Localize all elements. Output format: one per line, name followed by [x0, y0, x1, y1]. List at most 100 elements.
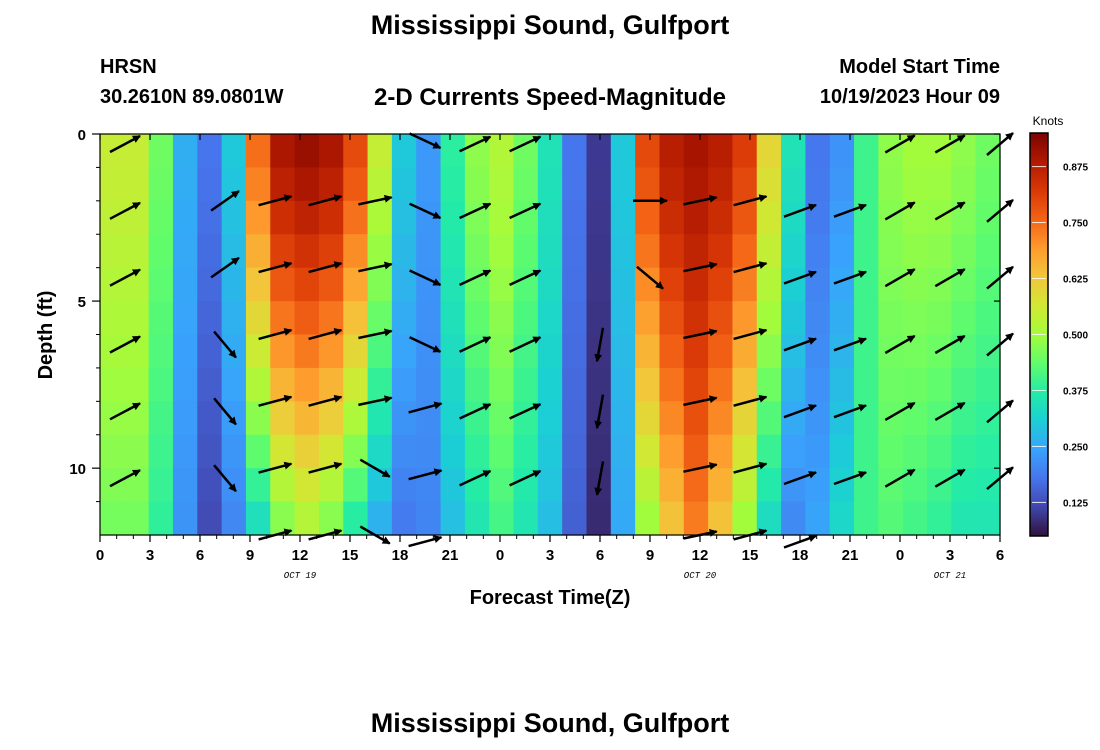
heatmap-cell: [708, 501, 734, 536]
current-vector-arrow: [833, 471, 867, 486]
heatmap-cell: [172, 134, 198, 169]
heatmap-cell: [343, 234, 369, 269]
current-vector-arrow: [733, 394, 768, 407]
heatmap-cell: [902, 367, 928, 402]
heatmap-cell: [464, 301, 490, 336]
heatmap-cell: [878, 501, 904, 536]
heatmap-cell: [683, 267, 709, 302]
heatmap-cell: [683, 234, 709, 269]
heatmap-cell: [148, 200, 174, 235]
heatmap-cell: [367, 434, 393, 469]
heatmap-cell: [732, 468, 758, 503]
y-axis: 0 5 10: [69, 127, 1000, 503]
heatmap-cell: [124, 167, 150, 202]
heatmap-cell: [148, 134, 174, 169]
heatmap-cell: [270, 367, 296, 402]
heatmap-cell: [975, 167, 1001, 202]
heatmap-cell: [221, 468, 247, 503]
heatmap-cell: [513, 301, 539, 336]
current-vector-arrow: [683, 261, 718, 273]
heatmap-cell: [294, 501, 320, 536]
heatmap-cell: [294, 334, 320, 369]
current-vector-arrow: [733, 461, 768, 474]
heatmap-cell: [537, 367, 563, 402]
current-vector-arrow: [408, 468, 443, 481]
current-vector-arrow: [509, 403, 542, 420]
heatmap-cell: [635, 234, 661, 269]
heatmap-cell: [245, 468, 271, 503]
heatmap-cell: [270, 434, 296, 469]
current-vector-arrow: [509, 269, 542, 287]
heatmap-cell: [221, 401, 247, 436]
current-vector-arrow: [683, 194, 718, 206]
heatmap-cell: [927, 167, 952, 202]
heatmap-cell: [829, 501, 855, 536]
current-vector-arrow: [210, 190, 240, 212]
heatmap-cell: [513, 434, 539, 469]
current-vector-arrow: [408, 401, 443, 414]
current-vector-arrow: [509, 202, 542, 220]
heatmap-cell: [708, 434, 734, 469]
heatmap-cell: [562, 167, 588, 202]
heatmap-cell: [270, 267, 296, 302]
heatmap-cell: [464, 367, 490, 402]
heatmap-cell: [854, 501, 879, 536]
heatmap-cell: [343, 200, 369, 235]
heatmap-cell: [562, 501, 588, 536]
x-tick-label: 0: [496, 547, 504, 564]
heatmap-cell: [781, 167, 806, 202]
current-vector-arrow: [783, 337, 817, 352]
heatmap-cell: [829, 401, 855, 436]
heatmap-cell: [245, 234, 271, 269]
heatmap-cell: [659, 334, 685, 369]
colorbar-tick-label: 0.125: [1063, 498, 1088, 509]
heatmap-cell: [100, 367, 125, 402]
heatmap-cell: [367, 167, 393, 202]
colorbar-unit: Knots: [1033, 114, 1064, 128]
heatmap-cell: [464, 501, 490, 536]
heatmap-cell: [975, 200, 1001, 235]
heatmap-cell: [781, 501, 806, 536]
current-vector-arrow: [509, 336, 542, 353]
current-vector-arrow: [783, 270, 817, 285]
heatmap-cell: [197, 501, 223, 536]
heatmap-cell: [854, 434, 879, 469]
heatmap-cell: [197, 468, 223, 503]
heatmap-cell: [659, 401, 685, 436]
current-vector-arrow: [934, 268, 966, 288]
heatmap-cell: [245, 334, 271, 369]
heatmap-cell: [635, 134, 661, 169]
heatmap-cell: [610, 367, 636, 402]
heatmap-cell: [708, 334, 734, 369]
heatmap-cell: [367, 234, 393, 269]
heatmap-cell: [343, 434, 369, 469]
heatmap-cell: [318, 267, 344, 302]
heatmap-cell: [635, 401, 661, 436]
heatmap-cell: [343, 501, 369, 536]
heatmap-cell: [562, 367, 588, 402]
footer-title: Mississippi Sound, Gulfport: [370, 708, 730, 738]
current-vector-arrow: [109, 402, 141, 421]
heatmap-cell: [148, 468, 174, 503]
heatmap-cell: [586, 501, 612, 536]
heatmap-cell: [586, 134, 612, 169]
heatmap-cell: [781, 234, 806, 269]
heatmap-cell: [172, 401, 198, 436]
heatmap-cell: [975, 301, 1001, 336]
current-vector-arrow: [594, 461, 605, 496]
x-tick-label: 6: [596, 547, 604, 564]
heatmap-cell: [318, 468, 344, 503]
current-vector-arrow: [213, 464, 237, 493]
heatmap-cell: [294, 234, 320, 269]
x-tick-label: 3: [546, 547, 554, 564]
heatmap-cell: [635, 367, 661, 402]
heatmap-cell: [172, 200, 198, 235]
heatmap-cell: [562, 434, 588, 469]
current-vector-arrow: [783, 203, 817, 218]
current-vector-arrow: [210, 256, 240, 279]
x-tick-label: 18: [392, 547, 409, 564]
heatmap-cell: [318, 134, 344, 169]
heatmap-cell: [975, 267, 1001, 302]
current-vector-arrow: [733, 261, 768, 274]
heatmap-cell: [781, 134, 806, 169]
